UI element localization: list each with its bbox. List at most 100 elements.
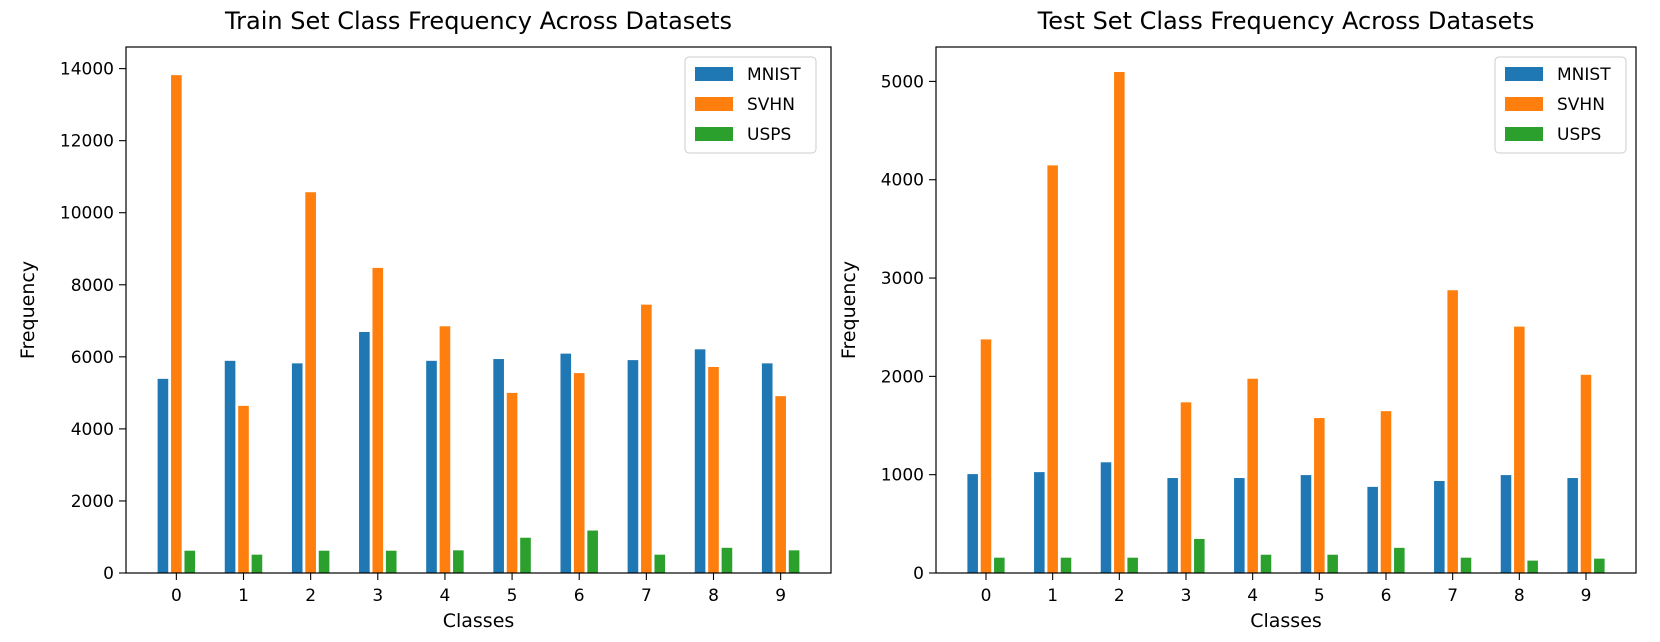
legend-swatch-mnist: [1505, 67, 1543, 81]
x-tick-label: 1: [238, 586, 249, 606]
bar-svhn-class-6: [573, 372, 586, 574]
plot-frame: [935, 46, 1637, 574]
bar-usps-class-3: [385, 549, 398, 574]
legend-swatch-usps: [695, 127, 733, 141]
bar-mnist-class-9: [1566, 477, 1579, 574]
bar-mnist-class-2: [291, 362, 304, 574]
bar-svhn-class-4: [438, 325, 452, 574]
x-tick-label: 6: [574, 586, 585, 606]
y-tick-label: 2000: [71, 492, 114, 512]
x-tick-label: 3: [372, 586, 383, 606]
bar-svhn-class-8: [707, 366, 720, 574]
bar-mnist-class-9: [761, 362, 774, 574]
y-axis-label: Frequency: [17, 261, 39, 359]
legend-label-svhn: SVHN: [1557, 95, 1605, 115]
x-tick-label: 5: [507, 586, 518, 606]
y-tick-label: 4000: [881, 171, 924, 191]
legend-swatch-svhn: [695, 97, 733, 111]
bar-mnist-class-1: [1033, 471, 1046, 574]
y-tick-label: 4000: [71, 420, 114, 440]
x-tick-label: 1: [1047, 586, 1058, 606]
y-tick-label: 2000: [881, 367, 924, 387]
bar-mnist-class-3: [1166, 477, 1179, 574]
bar-svhn-class-1: [237, 405, 250, 574]
bar-svhn-class-2: [1113, 71, 1126, 574]
legend-label-mnist: MNIST: [747, 65, 801, 85]
bar-mnist-class-0: [156, 378, 170, 574]
bar-usps-class-0: [183, 549, 196, 574]
x-tick-label: 5: [1314, 586, 1325, 606]
legend-label-mnist: MNIST: [1557, 65, 1611, 85]
bar-usps-class-1: [250, 553, 264, 574]
bar-usps-class-7: [653, 553, 666, 574]
bar-svhn-class-5: [505, 392, 519, 574]
y-tick-label: 0: [103, 564, 114, 584]
bar-usps-class-4: [452, 549, 465, 574]
series-svhn-bars: [979, 71, 1593, 574]
y-tick-label: 1000: [881, 466, 924, 486]
x-tick-label: 8: [708, 586, 719, 606]
bar-svhn-class-8: [1513, 325, 1526, 574]
x-tick-label: 7: [1447, 586, 1458, 606]
series-mnist-bars: [156, 331, 774, 574]
x-tick-label: 2: [1114, 586, 1125, 606]
y-tick-label: 8000: [71, 276, 114, 296]
bar-usps-class-6: [586, 529, 599, 574]
x-tick-label: 7: [641, 586, 652, 606]
legend-swatch-usps: [1505, 127, 1543, 141]
bar-usps-class-5: [1326, 553, 1339, 574]
x-axis-label: Classes: [443, 610, 515, 632]
bar-svhn-class-7: [640, 303, 653, 574]
bar-usps-class-8: [720, 547, 734, 574]
legend-label-svhn: SVHN: [747, 95, 795, 115]
bar-usps-class-3: [1193, 538, 1206, 574]
bar-usps-class-0: [993, 556, 1006, 574]
bar-svhn-class-6: [1379, 410, 1393, 574]
bar-mnist-class-1: [223, 360, 237, 574]
bar-svhn-class-3: [371, 267, 384, 574]
bar-svhn-class-7: [1446, 289, 1459, 574]
bar-mnist-class-4: [425, 360, 438, 574]
bar-mnist-class-0: [966, 473, 979, 574]
bar-mnist-class-8: [693, 348, 707, 574]
bar-svhn-class-5: [1313, 417, 1326, 574]
x-tick-label: 4: [1247, 586, 1258, 606]
train-chart-panel: 0 2000 4000 6000 8000 10000 12000 14000 0 1 2 3 4 5 6 7…: [17, 7, 832, 632]
bar-svhn-class-1: [1046, 164, 1059, 574]
series-mnist-bars: [966, 461, 1579, 574]
y-axis-label: Frequency: [838, 261, 860, 359]
x-tick-label: 3: [1181, 586, 1192, 606]
bar-usps-class-4: [1259, 553, 1273, 574]
bar-usps-class-1: [1059, 556, 1073, 574]
x-tick-label: 8: [1514, 586, 1525, 606]
bar-usps-class-7: [1459, 556, 1473, 574]
bar-usps-class-9: [1593, 557, 1606, 574]
x-tick-label: 0: [981, 586, 992, 606]
y-tick-label: 3000: [881, 269, 924, 289]
bar-mnist-class-5: [492, 358, 505, 574]
bar-usps-class-5: [519, 536, 532, 574]
series-usps-bars: [183, 529, 801, 574]
y-tick-label: 6000: [71, 348, 114, 368]
x-axis-label: Classes: [1250, 610, 1322, 632]
y-tick-label: 12000: [60, 132, 114, 152]
chart-title: Train Set Class Frequency Across Dataset…: [224, 7, 732, 35]
bar-mnist-class-7: [626, 359, 640, 574]
bar-mnist-class-8: [1499, 474, 1513, 574]
y-tick-label: 10000: [60, 204, 114, 224]
x-tick-label: 0: [171, 586, 182, 606]
y-tick-label: 14000: [60, 60, 114, 80]
bar-svhn-class-2: [304, 191, 317, 574]
bar-mnist-class-6: [559, 352, 572, 574]
bar-mnist-class-2: [1099, 461, 1113, 574]
bar-svhn-class-4: [1246, 377, 1259, 574]
bar-svhn-class-0: [979, 338, 993, 574]
bar-usps-class-2: [317, 549, 331, 574]
chart-title: Test Set Class Frequency Across Datasets: [1037, 7, 1535, 35]
x-tick-label: 4: [440, 586, 451, 606]
bar-svhn-class-9: [774, 395, 787, 574]
legend: MNIST SVHN USPS: [684, 56, 817, 154]
test-chart-panel: 0 1000 2000 3000 4000 5000 0 1 2 3 4 5 6 7 8 9 Test Set …: [838, 7, 1637, 632]
legend-swatch-mnist: [695, 67, 733, 81]
